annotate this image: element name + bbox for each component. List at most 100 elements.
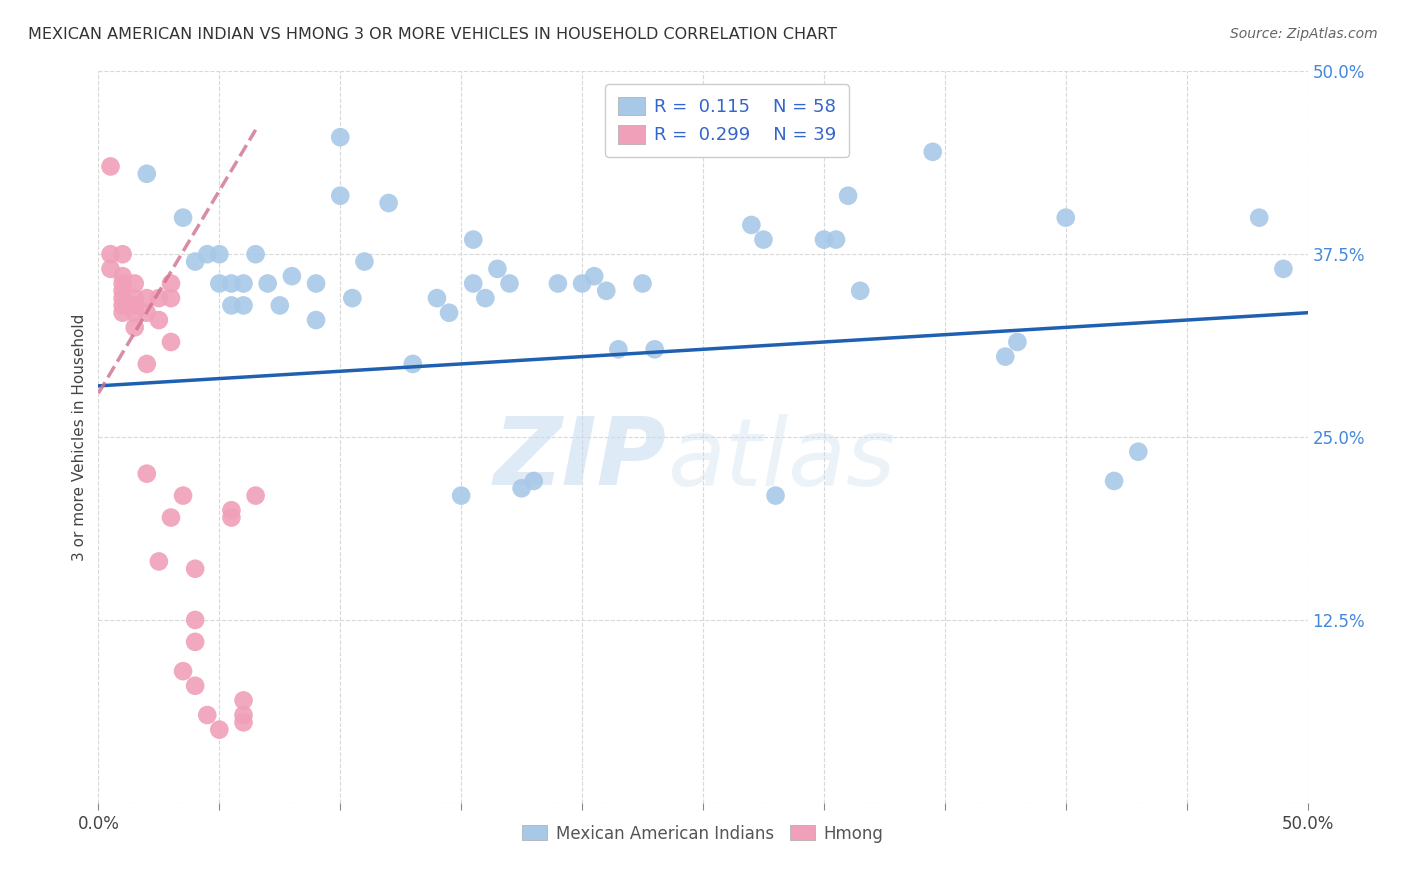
Point xyxy=(184,254,207,268)
Point xyxy=(172,489,194,503)
Point xyxy=(921,145,943,159)
Point xyxy=(184,562,207,576)
Point xyxy=(135,467,157,481)
Point xyxy=(124,298,146,312)
Point xyxy=(849,284,872,298)
Point xyxy=(232,693,254,707)
Point xyxy=(813,233,835,247)
Point xyxy=(1249,211,1271,225)
Point xyxy=(148,291,170,305)
Point xyxy=(221,277,243,291)
Point xyxy=(437,306,460,320)
Point xyxy=(232,715,254,730)
Point xyxy=(221,298,243,312)
Point xyxy=(208,723,231,737)
Point xyxy=(124,320,146,334)
Point xyxy=(256,277,278,291)
Point xyxy=(111,269,134,284)
Legend: Mexican American Indians, Hmong: Mexican American Indians, Hmong xyxy=(516,818,890,849)
Text: Source: ZipAtlas.com: Source: ZipAtlas.com xyxy=(1230,27,1378,41)
Point xyxy=(135,291,157,305)
Point xyxy=(111,306,134,320)
Point xyxy=(825,233,848,247)
Point xyxy=(184,613,207,627)
Point xyxy=(595,284,617,298)
Point xyxy=(740,218,762,232)
Point xyxy=(463,233,485,247)
Point xyxy=(124,291,146,305)
Point xyxy=(232,277,254,291)
Point xyxy=(1272,261,1295,276)
Point xyxy=(523,474,546,488)
Point xyxy=(221,503,243,517)
Point xyxy=(160,291,183,305)
Text: ZIP: ZIP xyxy=(494,413,666,505)
Point xyxy=(1054,211,1077,225)
Point xyxy=(402,357,425,371)
Point xyxy=(221,510,243,524)
Point xyxy=(111,291,134,305)
Point xyxy=(124,306,146,320)
Point xyxy=(135,357,157,371)
Point xyxy=(486,261,509,276)
Point xyxy=(208,247,231,261)
Point xyxy=(353,254,375,268)
Point xyxy=(426,291,449,305)
Point xyxy=(184,679,207,693)
Point xyxy=(160,277,183,291)
Point xyxy=(195,247,218,261)
Point xyxy=(148,313,170,327)
Point xyxy=(269,298,291,312)
Point xyxy=(329,130,352,145)
Point xyxy=(510,481,533,495)
Point xyxy=(1007,334,1029,349)
Point xyxy=(111,277,134,291)
Point xyxy=(644,343,666,357)
Point xyxy=(305,277,328,291)
Point xyxy=(547,277,569,291)
Point xyxy=(281,269,304,284)
Point xyxy=(172,211,194,225)
Point xyxy=(571,277,593,291)
Point xyxy=(765,489,787,503)
Point xyxy=(305,313,328,327)
Point xyxy=(245,489,267,503)
Y-axis label: 3 or more Vehicles in Household: 3 or more Vehicles in Household xyxy=(72,313,87,561)
Point xyxy=(474,291,496,305)
Point xyxy=(607,343,630,357)
Point xyxy=(631,277,654,291)
Point xyxy=(100,261,122,276)
Point xyxy=(329,188,352,202)
Point xyxy=(342,291,364,305)
Point xyxy=(1102,474,1125,488)
Text: atlas: atlas xyxy=(666,414,896,505)
Point xyxy=(837,188,859,202)
Point xyxy=(124,277,146,291)
Point xyxy=(111,284,134,298)
Point xyxy=(583,269,606,284)
Point xyxy=(450,489,472,503)
Point xyxy=(245,247,267,261)
Point xyxy=(172,664,194,678)
Point xyxy=(752,233,775,247)
Point xyxy=(498,277,520,291)
Point xyxy=(160,334,183,349)
Point xyxy=(111,247,134,261)
Point xyxy=(195,708,218,723)
Point xyxy=(463,277,485,291)
Point xyxy=(111,298,134,312)
Point xyxy=(160,510,183,524)
Point xyxy=(100,160,122,174)
Point xyxy=(148,554,170,568)
Point xyxy=(994,350,1017,364)
Point xyxy=(1128,444,1150,458)
Point xyxy=(232,708,254,723)
Point xyxy=(135,167,157,181)
Point xyxy=(184,635,207,649)
Point xyxy=(377,196,399,211)
Point xyxy=(208,277,231,291)
Point xyxy=(232,298,254,312)
Point xyxy=(100,247,122,261)
Text: MEXICAN AMERICAN INDIAN VS HMONG 3 OR MORE VEHICLES IN HOUSEHOLD CORRELATION CHA: MEXICAN AMERICAN INDIAN VS HMONG 3 OR MO… xyxy=(28,27,837,42)
Point xyxy=(135,306,157,320)
